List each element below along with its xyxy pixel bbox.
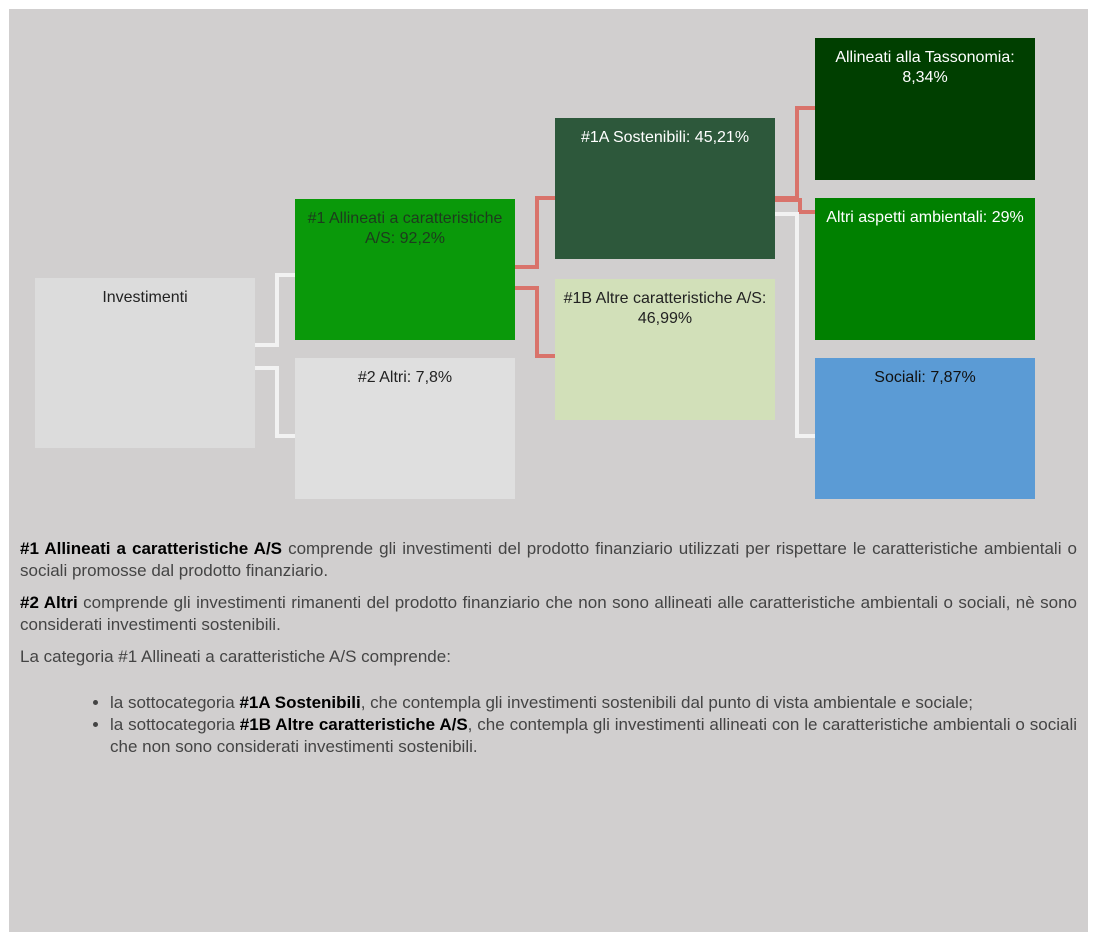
node: Sociali: 7,87% [815, 358, 1035, 499]
node: Altri aspetti ambientali: 29% [815, 198, 1035, 340]
paragraph: La categoria #1 Allineati a caratteristi… [20, 646, 1077, 668]
connectors [255, 106, 815, 438]
list-item: la sottocategoria #1B Altre caratteristi… [110, 714, 1077, 758]
text: la sottocategoria [110, 693, 240, 712]
bold-term: #1A Sostenibili [239, 693, 361, 712]
node: #1B Altre caratteristiche A/S: 46,99% [555, 279, 775, 420]
text: comprende gli investimenti del prodotto … [20, 539, 1077, 580]
node: #1A Sostenibili: 45,21% [555, 118, 775, 259]
text: la sottocategoria [110, 715, 240, 734]
list: la sottocategoria #1A Sostenibili, che c… [20, 692, 1077, 758]
text: , che contempla gli investimenti sosteni… [360, 693, 974, 712]
text: comprende gli investimenti rimanenti del… [20, 593, 1077, 634]
connector [515, 196, 555, 269]
list-item: la sottocategoria #1A Sostenibili, che c… [110, 692, 1077, 714]
connector [255, 273, 295, 347]
node: #1 Allineati a caratteristiche A/S: 92,2… [295, 199, 515, 340]
node: #2 Altri: 7,8% [295, 358, 515, 499]
text: , che contempla gli investimenti allinea… [110, 715, 1077, 756]
paragraph: #1 Allineati a caratteristiche A/S compr… [20, 538, 1077, 582]
text: La categoria #1 Allineati a caratteristi… [20, 647, 451, 666]
node: Investimenti [35, 278, 255, 448]
connector [515, 286, 555, 358]
connector [255, 366, 295, 438]
description: #1 Allineati a caratteristiche A/S compr… [20, 538, 1077, 758]
bold-term: #1B Altre caratteristiche A/S [239, 715, 468, 734]
bold-term: #1 Allineati a caratteristiche A/S [20, 539, 283, 558]
bold-term: #2 Altri [20, 593, 78, 612]
node: Allineati alla Tassonomia: 8,34% [815, 38, 1035, 180]
connector [775, 212, 815, 438]
connector [775, 106, 815, 200]
paragraph: #2 Altri comprende gli investimenti rima… [20, 592, 1077, 636]
connector [775, 198, 815, 214]
